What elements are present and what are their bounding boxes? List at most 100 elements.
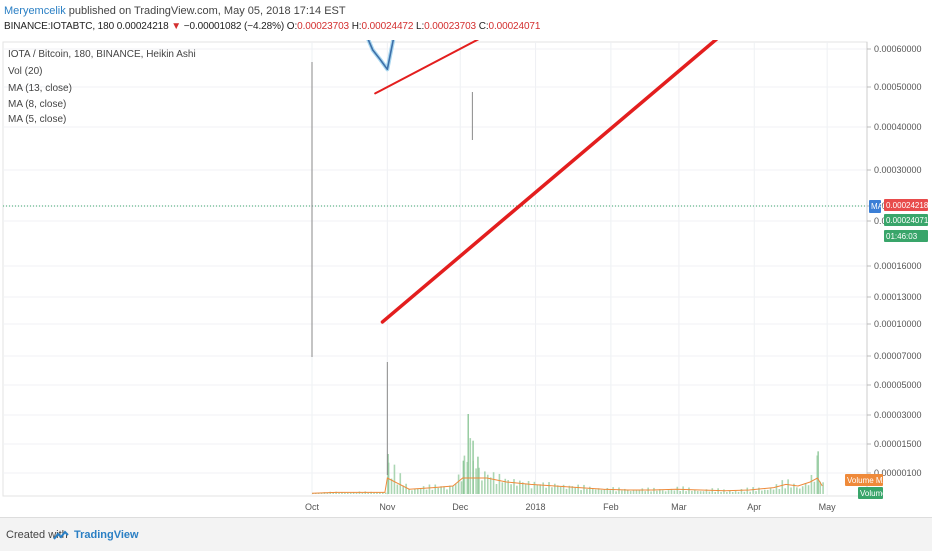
volume-spike [472,440,474,494]
volume-bar [565,488,568,494]
tradingview-brand[interactable]: TradingView [74,529,139,541]
volume-bar [801,486,804,494]
red-trend-line[interactable] [374,40,880,95]
volume-bar [463,455,466,494]
volume-bar [708,491,711,494]
volume-bar [516,485,518,494]
volume-bar [693,489,696,494]
high-label: H: [351,21,362,32]
price-badge: 0.00024071 [884,214,929,226]
volume-bar [469,438,472,494]
author-link[interactable]: Meryemcelik [4,5,66,17]
last-price: 0.00024218 [116,21,169,32]
volume-bar [486,474,489,494]
grid-lines [3,42,867,496]
volume-bar [659,489,661,494]
open-label: O: [286,21,298,32]
volume-bar [352,492,355,494]
volume-bar [600,489,603,494]
price-badge: Volume [858,487,887,499]
low-value: 0.00023703 [424,21,477,32]
volume-bar [542,482,544,494]
badge-background [884,214,928,226]
price-badge: 01:46:03 [884,230,928,242]
x-tick-label: 2018 [526,502,546,512]
badge-background [884,230,928,242]
volume-bar [822,482,824,494]
volume-bar [778,489,781,494]
volume-bar [510,484,512,494]
volume-bar [577,484,579,494]
volume-bar [752,487,754,494]
volume-bar [513,479,515,494]
volume-bar [457,474,460,494]
x-tick-label: Mar [671,502,687,512]
time-axis[interactable]: Oct Nov Dec 2018 Feb Mar Apr May [305,502,836,512]
volume-bar [702,491,705,494]
volume-bar [726,492,728,494]
volume-bar [772,489,775,494]
y-tick-label: 0.00040000 [874,122,922,132]
volume-bar [807,485,810,494]
volume-bar [320,493,323,494]
volume-bar [414,488,416,494]
volume-bar [370,491,372,494]
volume-bar [676,486,679,494]
volume-bar [489,477,492,494]
volume-bar [618,487,620,494]
volume-bar [635,490,638,494]
x-tick-label: Dec [452,502,469,512]
volume-bar [527,481,530,494]
volume-bar [603,489,606,494]
volume-spike [817,451,819,494]
volume-bar [446,489,448,494]
volume-bar [454,483,457,494]
trend-lines[interactable] [263,40,880,324]
volume-bar [580,490,582,494]
volume-bar [367,492,370,494]
volume-bar [673,490,676,494]
volume-bar [641,488,644,494]
badge-background [858,487,883,499]
close-label: C: [478,21,489,32]
volume-bar [519,480,521,494]
price-change: −0.00001082 (−4.28%) [183,21,285,32]
volume-spike [462,460,465,494]
close-value: 0.00024071 [488,21,541,32]
volume-bar [571,486,574,494]
volume-bar [332,493,335,494]
volume-bar [711,488,714,494]
volume-bar [793,483,795,494]
volume-bar [720,491,722,494]
y-tick-label: 0.00013000 [874,292,922,302]
legend-item-vol[interactable]: Vol (20) [8,66,42,77]
volume-bar [434,484,437,494]
volume-bar [384,492,387,494]
volume-bar [422,486,425,494]
volume-bar [816,455,819,494]
tradingview-logo-icon[interactable] [53,530,69,540]
price-chart[interactable]: 0.00060000 0.00050000 0.00040000 0.00030000… [0,40,932,517]
badge-text: 0.00024071 [886,216,929,225]
red-trend-line[interactable] [380,40,880,324]
volume-bar [775,484,778,494]
volume-bar [758,487,760,494]
plot-area[interactable] [2,41,868,497]
volume-bar [492,472,495,494]
volume-bar [495,483,498,494]
volume-bar [714,491,717,494]
volume-bar [498,473,501,494]
volume-bar [393,464,396,494]
volume-bar [810,474,813,494]
legend-item-ma5[interactable]: MA (5, close) [8,114,66,125]
volume-bar [586,488,588,494]
legend-item-ma13[interactable]: MA (13, close) [8,83,72,94]
legend-item-ma8[interactable]: MA (8, close) [8,99,66,110]
volume-bar [379,492,381,494]
created-with-text: Created with [6,529,68,541]
volume-bar [688,487,690,494]
volume-bar [399,473,402,494]
volume-bar [650,491,652,494]
volume-bar [737,491,740,494]
volume-bar [679,491,682,494]
